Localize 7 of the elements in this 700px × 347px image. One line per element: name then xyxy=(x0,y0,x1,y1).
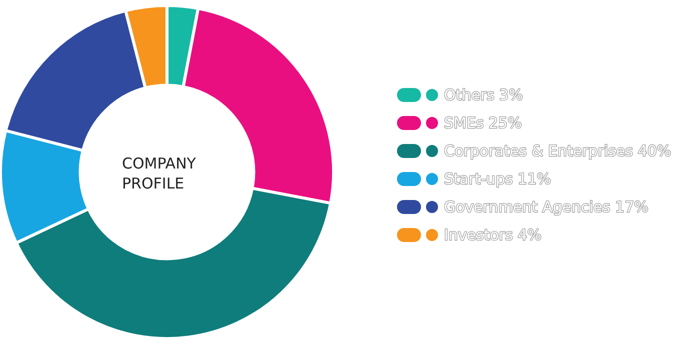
legend-label: Investors 4% xyxy=(444,226,542,244)
legend-label: Corporates & Enterprises 40% xyxy=(444,142,672,160)
text: COMPANY PROFILE xyxy=(122,154,201,192)
legend-label: SMEs 25% xyxy=(444,114,522,132)
legend-label: Others 3% xyxy=(444,86,523,104)
legend-label: Government Agencies 17% xyxy=(444,198,648,216)
legend-label: Start-ups 11% xyxy=(444,170,552,188)
